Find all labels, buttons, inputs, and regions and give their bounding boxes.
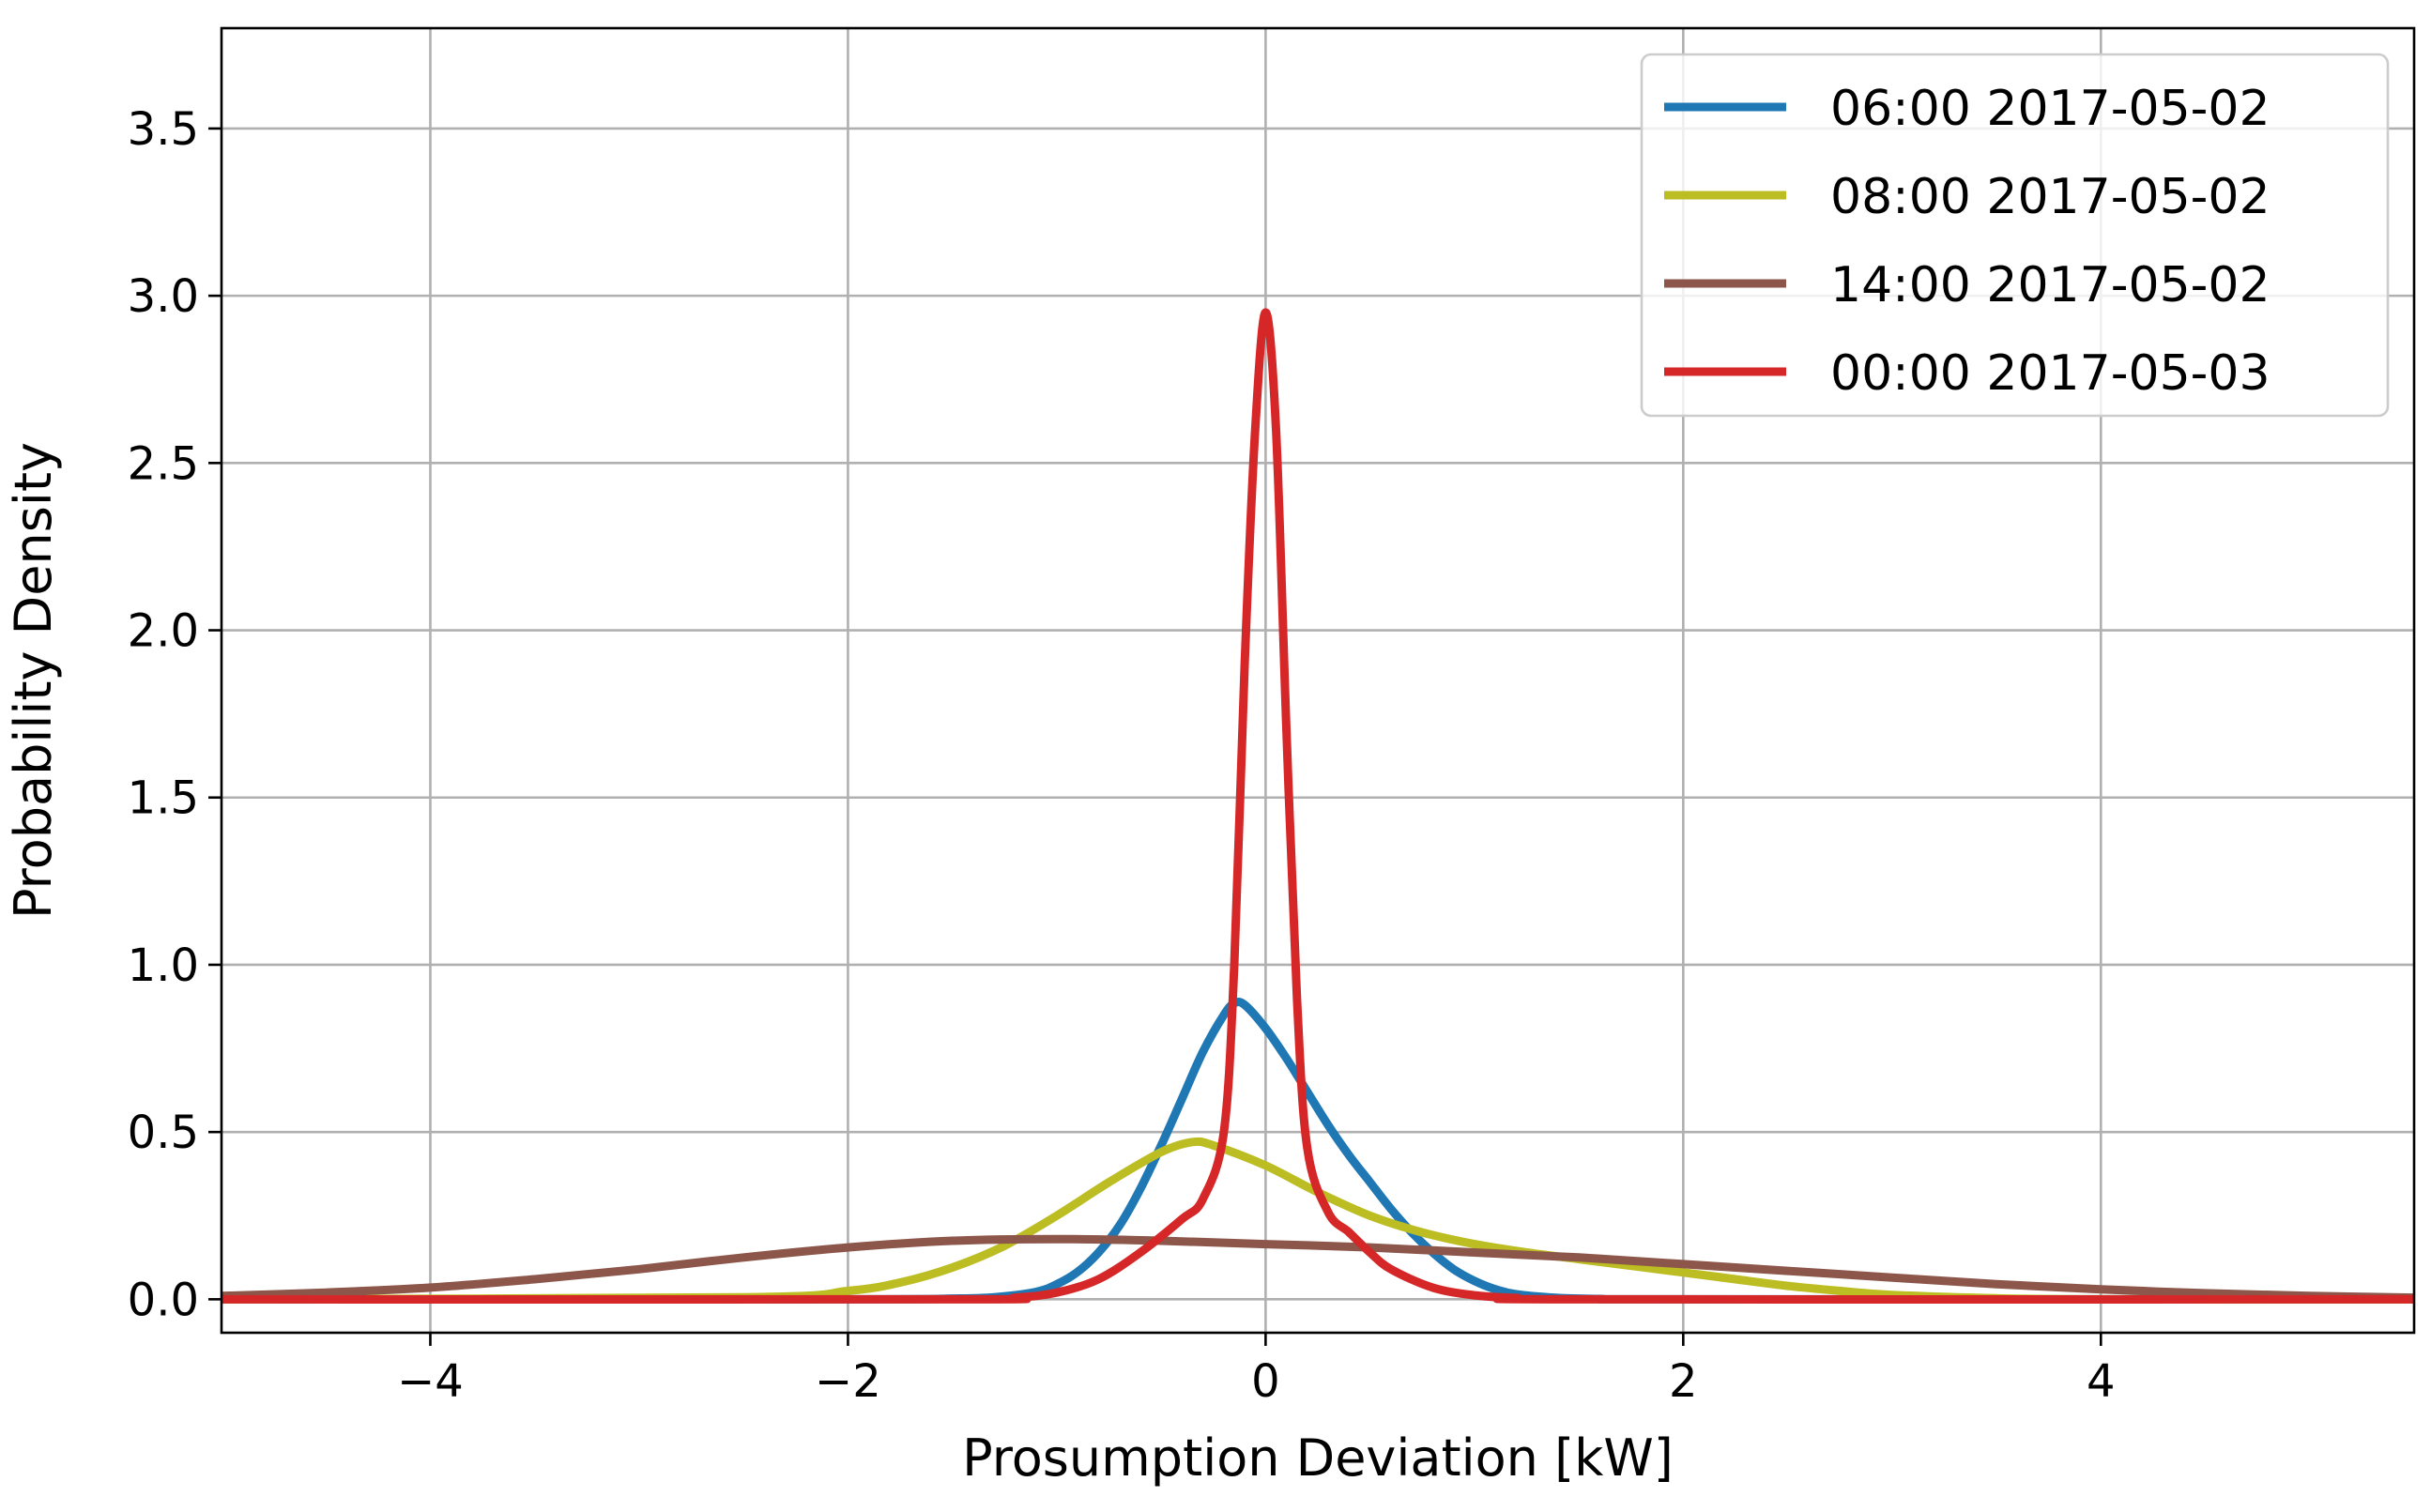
x-tick-label: −4: [397, 1355, 464, 1408]
legend: 06:00 2017-05-02 08:00 2017-05-02 14:00 20…: [1640, 53, 2390, 418]
legend-label-1: 06:00 2017-05-02: [1830, 81, 2270, 137]
y-tick-label: 3.0: [128, 270, 199, 323]
y-tick-label: 0.5: [128, 1107, 199, 1159]
legend-label-3: 14:00 2017-05-02: [1830, 257, 2270, 313]
y-tick-label: 3.5: [128, 103, 199, 156]
y-tick-label: 2.0: [128, 605, 199, 658]
y-tick-label: 1.0: [128, 939, 199, 992]
y-tick-label: 0.0: [128, 1274, 199, 1326]
x-axis-label: Prosumption Deviation [kW]: [962, 1428, 1674, 1488]
x-tick-label: 4: [2087, 1355, 2116, 1408]
legend-box: [1640, 53, 2390, 418]
series-line-2: [222, 1137, 2414, 1304]
ticks: −4 −2 0 2 4 0.0 0.5 1.0 1.5 2.0 2.5 3.0 3.5: [128, 103, 2116, 1408]
series-line-3: [222, 1234, 2414, 1303]
series-layer: [222, 308, 2414, 1305]
series-line-4: [222, 308, 2414, 1305]
legend-label-4: 00:00 2017-05-03: [1830, 345, 2270, 402]
legend-label-2: 08:00 2017-05-02: [1830, 169, 2270, 225]
x-tick-label: −2: [815, 1355, 881, 1408]
y-tick-label: 2.5: [128, 437, 199, 490]
plot-frame: [220, 26, 2416, 1335]
x-tick-label: 2: [1669, 1355, 1698, 1408]
y-axis-label: Probability Density: [4, 442, 63, 919]
x-tick-label: 0: [1251, 1355, 1280, 1408]
y-tick-label: 1.5: [128, 772, 199, 825]
